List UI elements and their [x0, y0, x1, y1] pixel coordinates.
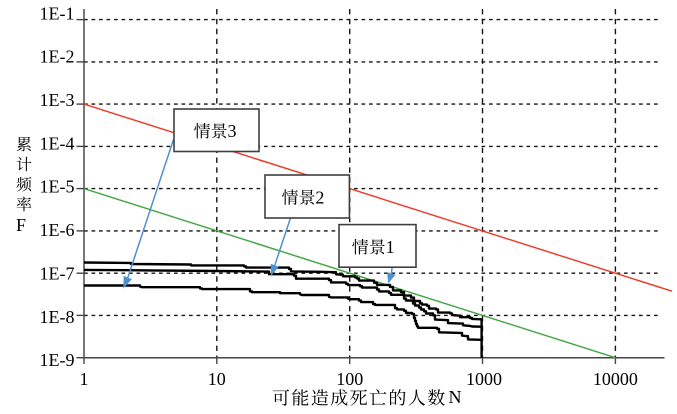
svg-text:10: 10 [208, 369, 226, 389]
svg-text:1E-8: 1E-8 [40, 307, 75, 327]
svg-text:10000: 10000 [593, 369, 638, 389]
svg-text:N: N [449, 387, 462, 407]
svg-text:1E-7: 1E-7 [40, 263, 75, 283]
svg-text:1E-9: 1E-9 [40, 350, 75, 370]
svg-text:1E-3: 1E-3 [40, 90, 75, 110]
svg-text:100: 100 [336, 369, 363, 389]
svg-text:F: F [16, 215, 26, 235]
svg-text:2: 2 [315, 188, 324, 208]
svg-text:3: 3 [228, 121, 237, 141]
svg-text:1E-4: 1E-4 [40, 133, 75, 153]
svg-text:1E-5: 1E-5 [40, 177, 75, 197]
svg-text:1E-2: 1E-2 [40, 47, 75, 67]
svg-text:1E-1: 1E-1 [40, 3, 75, 23]
svg-text:1E-6: 1E-6 [40, 220, 75, 240]
svg-text:1: 1 [386, 237, 395, 257]
svg-text:1: 1 [80, 369, 89, 389]
svg-text:1000: 1000 [466, 369, 502, 389]
